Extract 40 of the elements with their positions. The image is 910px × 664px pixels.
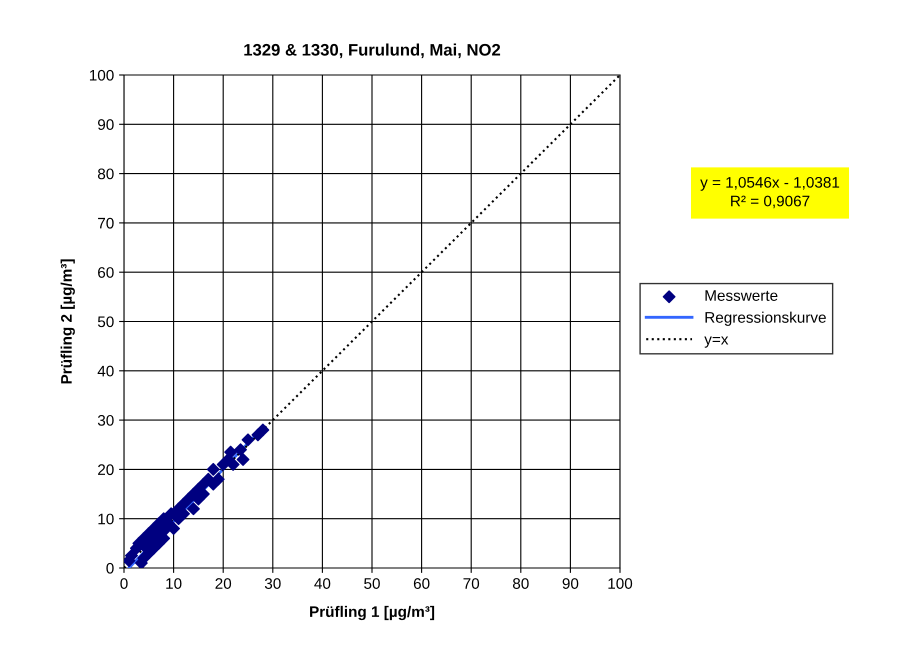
y-tick-label: 40 <box>98 366 114 376</box>
point <box>187 502 200 516</box>
y-axis-title: Prüfling 2 [µg/m³] <box>60 259 75 384</box>
point <box>164 507 178 520</box>
y-tick-label: 20 <box>98 464 114 476</box>
point <box>236 453 250 466</box>
y-tick-label: 0 <box>106 562 114 574</box>
x-tick-label: 100 <box>608 578 632 589</box>
y-tick-label: 10 <box>98 514 114 524</box>
legend-label: Messwerte <box>706 290 778 301</box>
text: R² = 0,9067 <box>731 196 810 208</box>
x-axis-title: Prüfling 1 [µg/m³] <box>310 606 434 620</box>
point <box>206 462 220 476</box>
x-tick-label: 0 <box>120 578 128 589</box>
x-tick-label: 50 <box>364 578 380 589</box>
text: y = 1,0546x - 1,0381 <box>700 176 840 191</box>
x-tick-label: 40 <box>314 578 330 589</box>
chart-title: 1329 & 1330, Furulund, Mai, NO2 <box>244 43 500 58</box>
point <box>212 472 225 486</box>
y-tick-label: 30 <box>98 414 114 426</box>
x-tick-label: 80 <box>512 578 529 589</box>
point <box>226 458 240 471</box>
y-tick-label: 50 <box>98 316 114 328</box>
point <box>224 446 238 459</box>
x-tick-label: 90 <box>562 578 578 589</box>
y-tick-label: 60 <box>98 267 114 278</box>
y-tick-label: 80 <box>98 168 114 180</box>
point <box>234 443 247 456</box>
x-tick-label: 10 <box>166 578 182 589</box>
y-tick-label: 70 <box>98 218 114 229</box>
x-tick-label: 70 <box>463 578 480 589</box>
x-tick-label: 60 <box>414 578 430 589</box>
point <box>256 424 270 436</box>
x-tick-label: 20 <box>215 578 232 589</box>
legend-label: Regressionskurve <box>706 312 826 326</box>
y-tick-label: 90 <box>98 119 114 130</box>
x-tick-label: 30 <box>264 578 281 589</box>
y-tick-label: 100 <box>90 70 114 81</box>
legend-label: y=x <box>704 336 728 348</box>
point <box>242 433 254 446</box>
